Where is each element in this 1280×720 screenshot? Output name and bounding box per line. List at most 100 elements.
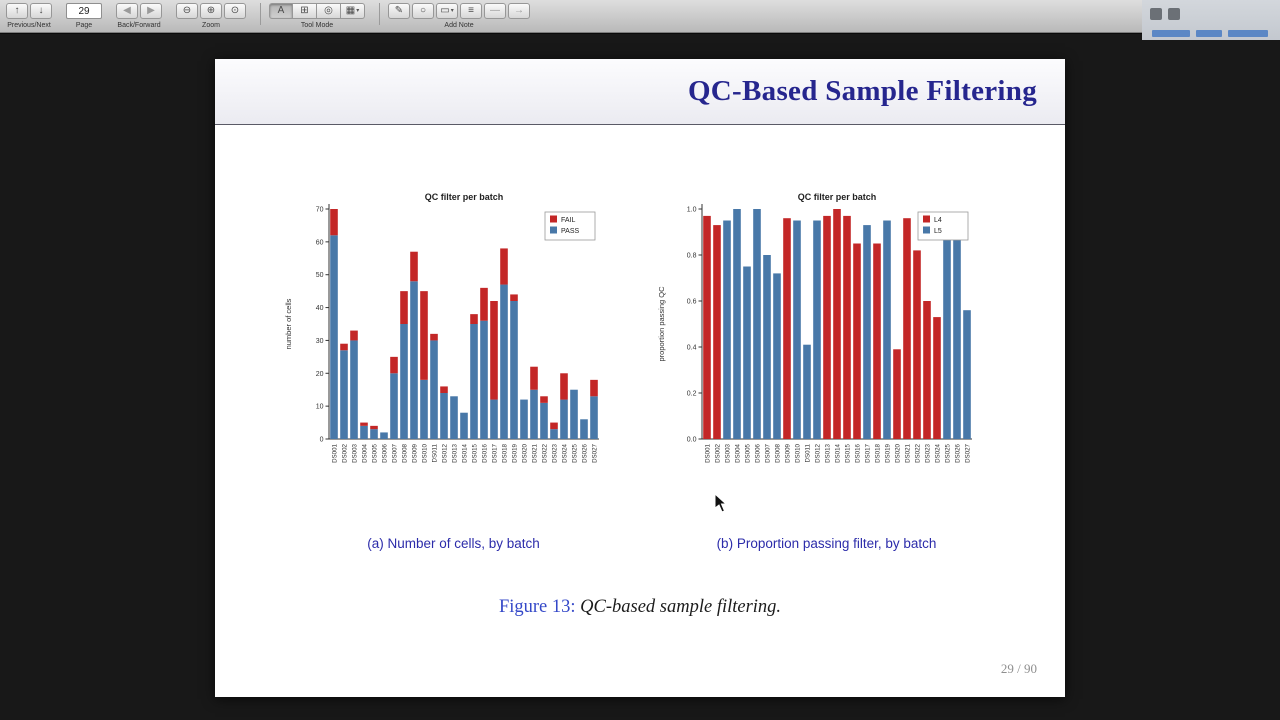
svg-text:DS006: DS006 [382,443,389,462]
bar [833,209,841,439]
bar [793,220,801,439]
bar [813,220,821,439]
zoom-actual-size-button[interactable]: ⊙ [224,3,246,19]
bar-segment [390,373,398,439]
select-tool-button[interactable]: ▦ ▾ [341,3,365,19]
bar-segment [360,425,368,439]
mouse-cursor [714,493,728,513]
slide-page-indicator: 29 / 90 [1000,661,1037,676]
bar-segment [400,291,408,324]
svg-text:number of cells: number of cells [284,298,293,349]
svg-text:DS021: DS021 [532,443,539,462]
magnify-tool-button[interactable]: ◎ [317,3,341,19]
bar-segment [440,393,448,439]
add-highlight-note-button[interactable]: ≡ [460,3,482,19]
previous-page-button[interactable]: ↑ [6,3,28,19]
bar-segment [520,399,528,439]
svg-text:DS014: DS014 [835,443,842,462]
svg-text:DS024: DS024 [935,443,942,462]
bar [923,301,931,439]
svg-text:DS005: DS005 [745,443,752,462]
bar-segment [570,389,578,439]
bar-segment [420,379,428,439]
forward-button[interactable]: ▶ [140,3,162,19]
zoom-out-button[interactable]: ⊖ [176,3,198,19]
add-box-note-button[interactable]: ▭ ▾ [436,3,458,19]
svg-text:DS008: DS008 [402,443,409,462]
bar-segment [490,301,498,400]
svg-text:DS015: DS015 [845,443,852,462]
svg-text:DS003: DS003 [725,443,732,462]
subcaption-a: (a) Number of cells, by batch [367,536,540,551]
bar-segment [460,412,468,439]
next-page-icon: ↓ [38,5,44,16]
add-circle-note-button[interactable]: ○ [412,3,434,19]
svg-text:DS011: DS011 [432,443,439,462]
bar [883,220,891,439]
slide-page: QC-Based Sample Filtering QC filter per … [215,59,1065,697]
bar [853,243,861,439]
slide-header: QC-Based Sample Filtering [215,59,1065,125]
bar [703,215,711,439]
chart-block-right: QC filter per batch proportion passing QC… [654,189,999,551]
svg-text:DS009: DS009 [412,443,419,462]
page-number-input[interactable] [66,3,102,19]
bar [843,215,851,439]
bar-segment [590,396,598,439]
add-pen-note-button[interactable]: ✎ [388,3,410,19]
zoom-out-icon: ⊖ [182,5,192,16]
add-underline-note-button[interactable]: — [484,3,506,19]
svg-text:FAIL: FAIL [561,217,576,224]
add-line-note-button[interactable]: → [508,3,530,19]
svg-text:DS020: DS020 [895,443,902,462]
bar [963,310,971,439]
box-note-icon: ▭ [440,5,450,16]
bar-segment [350,340,358,439]
svg-text:1.0: 1.0 [687,207,697,214]
svg-text:DS007: DS007 [392,443,399,462]
back-button[interactable]: ◀ [116,3,138,19]
svg-text:DS022: DS022 [915,443,922,462]
svg-text:DS011: DS011 [805,443,812,462]
svg-text:DS019: DS019 [885,443,892,462]
bar-segment [430,340,438,439]
background-app-icon [1168,8,1180,20]
bar [873,243,881,439]
svg-text:PASS: PASS [561,228,579,235]
zoom-in-button[interactable]: ⊕ [200,3,222,19]
svg-text:0.8: 0.8 [687,253,697,260]
svg-text:DS019: DS019 [512,443,519,462]
svg-text:DS025: DS025 [572,443,579,462]
svg-text:DS024: DS024 [562,443,569,462]
text-tool-button[interactable]: A [269,3,293,19]
svg-text:0.0: 0.0 [687,437,697,444]
svg-text:DS018: DS018 [875,443,882,462]
svg-text:DS013: DS013 [452,443,459,462]
svg-text:DS001: DS001 [705,443,712,462]
bar-segment [330,235,338,439]
chart-cells-by-batch: QC filter per batch number of cells 0 10 20 3… [284,192,599,463]
bar-segment [540,396,548,403]
bar-segment [540,402,548,439]
move-tool-button[interactable]: ⊞ [293,3,317,19]
svg-text:30: 30 [316,338,324,345]
bar [953,220,961,439]
bar-segment [450,396,458,439]
figure-text: QC-based sample filtering. [580,597,782,617]
background-app-sliver [1152,30,1190,37]
next-page-button[interactable]: ↓ [30,3,52,19]
tool-mode-label: Tool Mode [300,22,334,29]
figure-caption: Figure 13: QC-based sample filtering. [215,597,1065,618]
svg-text:DS012: DS012 [442,443,449,462]
svg-text:proportion passing QC: proportion passing QC [657,286,666,362]
chart-proportion-by-batch: QC filter per batch proportion passing QC… [657,192,972,463]
svg-text:DS012: DS012 [815,443,822,462]
bar-segment [480,287,488,321]
svg-text:0: 0 [320,437,324,444]
bar-segment [470,314,478,324]
background-window [1142,0,1280,40]
bar-segment [500,284,508,439]
bar-segment [510,301,518,439]
bar-segment [560,373,568,400]
svg-text:DS008: DS008 [775,443,782,462]
